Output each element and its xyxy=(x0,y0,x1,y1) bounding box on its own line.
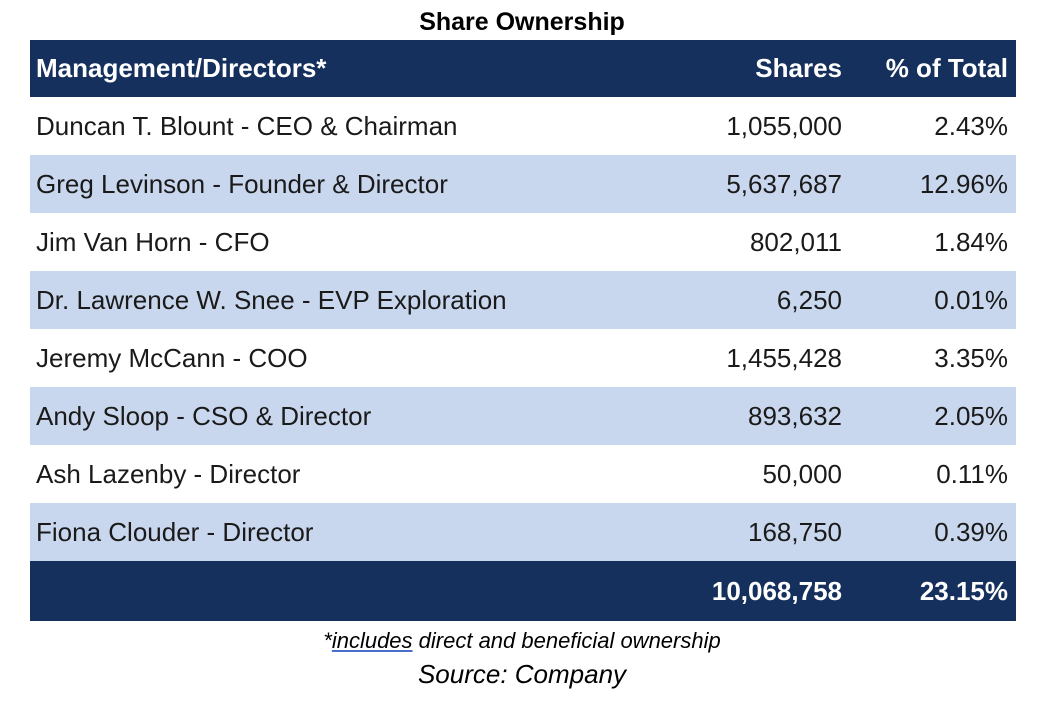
total-row: 10,068,758 23.15% xyxy=(30,561,1016,621)
footnote-marker: * xyxy=(323,628,332,653)
cell-name: Andy Sloop - CSO & Director xyxy=(36,400,372,431)
cell-name: Duncan T. Blount - CEO & Chairman xyxy=(36,110,458,141)
cell-percent: 0.11% xyxy=(936,458,1008,489)
cell-shares: 50,000 xyxy=(762,458,842,489)
total-label xyxy=(30,561,660,621)
cell-shares: 893,632 xyxy=(748,400,842,431)
cell-percent: 3.35% xyxy=(934,342,1008,373)
column-header-shares: Shares xyxy=(755,53,842,83)
cell-name: Dr. Lawrence W. Snee - EVP Exploration xyxy=(36,284,507,315)
column-header-percent: % of Total xyxy=(885,53,1008,83)
total-percent: 23.15% xyxy=(919,575,1008,606)
cell-percent: 2.43% xyxy=(934,110,1008,141)
footnote-text: direct and beneficial ownership xyxy=(412,628,721,653)
table-row: Fiona Clouder - Director 168,750 0.39% xyxy=(30,503,1016,561)
table-row: Jim Van Horn - CFO 802,011 1.84% xyxy=(30,213,1016,271)
cell-percent: 0.39% xyxy=(934,516,1008,547)
table-title: Share Ownership xyxy=(419,8,625,36)
table-row: Ash Lazenby - Director 50,000 0.11% xyxy=(30,445,1016,503)
cell-shares: 168,750 xyxy=(748,516,842,547)
cell-percent: 2.05% xyxy=(934,400,1008,431)
table-row: Duncan T. Blount - CEO & Chairman 1,055,… xyxy=(30,97,1016,155)
cell-percent: 0.01% xyxy=(934,284,1008,315)
table-row: Dr. Lawrence W. Snee - EVP Exploration 6… xyxy=(30,271,1016,329)
table-row: Jeremy McCann - COO 1,455,428 3.35% xyxy=(30,329,1016,387)
table-body: Duncan T. Blount - CEO & Chairman 1,055,… xyxy=(30,97,1016,561)
total-shares: 10,068,758 xyxy=(711,575,842,606)
cell-name: Fiona Clouder - Director xyxy=(36,516,314,547)
cell-shares: 802,011 xyxy=(749,226,842,257)
cell-shares: 5,637,687 xyxy=(726,168,842,199)
footnote: *includes direct and beneficial ownershi… xyxy=(0,626,1044,656)
table-row: Andy Sloop - CSO & Director 893,632 2.05… xyxy=(30,387,1016,445)
cell-name: Ash Lazenby - Director xyxy=(36,458,301,489)
cell-name: Jeremy McCann - COO xyxy=(36,342,308,373)
footnote-underlined-word: includes xyxy=(331,628,413,653)
cell-shares: 1,055,000 xyxy=(726,110,842,141)
cell-name: Greg Levinson - Founder & Director xyxy=(36,168,448,199)
table-footer: 10,068,758 23.15% xyxy=(30,561,1016,621)
cell-name: Jim Van Horn - CFO xyxy=(36,226,270,257)
cell-shares: 6,250 xyxy=(776,284,842,315)
column-header-name: Management/Directors* xyxy=(36,53,327,83)
table-row: Greg Levinson - Founder & Director 5,637… xyxy=(30,155,1016,213)
source-note: Source: Company xyxy=(417,659,627,689)
cell-percent: 12.96% xyxy=(919,168,1008,199)
header-row: Management/Directors* Shares % of Total xyxy=(30,40,1016,97)
table-header: Management/Directors* Shares % of Total xyxy=(30,40,1016,97)
cell-percent: 1.84% xyxy=(934,226,1008,257)
share-ownership-table: Management/Directors* Shares % of Total … xyxy=(30,40,1016,621)
cell-shares: 1,455,428 xyxy=(726,342,842,373)
